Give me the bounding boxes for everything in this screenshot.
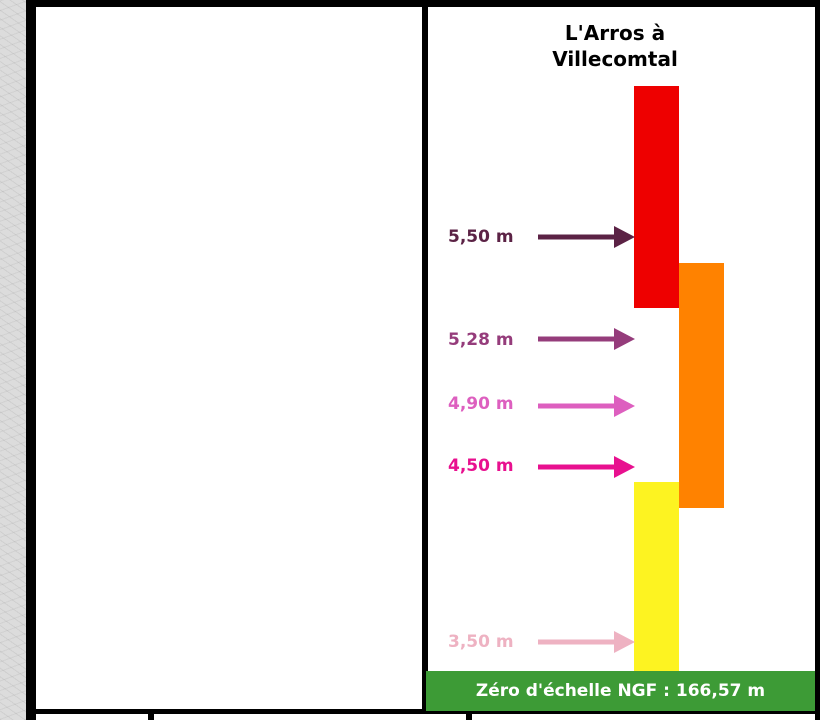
bottom-cell-3 xyxy=(472,714,815,720)
left-panel xyxy=(36,7,422,709)
level-label-5-28: 5,28 m xyxy=(448,330,514,350)
level-arrow-5-28 xyxy=(538,328,635,350)
level-label-3-50: 3,50 m xyxy=(448,632,514,652)
level-label-4-90: 4,90 m xyxy=(448,394,514,414)
level-label-5-50: 5,50 m xyxy=(448,227,514,247)
station-title: L'Arros à Villecomtal xyxy=(500,20,730,72)
level-arrow-4-50 xyxy=(538,456,635,478)
background-map xyxy=(0,0,26,720)
zero-reference-banner: Zéro d'échelle NGF : 166,57 m xyxy=(426,671,815,711)
bottom-cell-1 xyxy=(36,714,148,720)
station-title-line2: Villecomtal xyxy=(552,47,678,71)
bottom-cell-2 xyxy=(154,714,466,720)
level-arrow-3-50 xyxy=(538,631,635,653)
zone-yellow xyxy=(634,482,679,671)
level-label-4-50: 4,50 m xyxy=(448,456,514,476)
level-arrow-4-90 xyxy=(538,395,635,417)
level-arrow-5-50 xyxy=(538,226,635,248)
station-title-line1: L'Arros à xyxy=(564,21,666,45)
zone-orange xyxy=(679,263,724,508)
zone-red xyxy=(634,86,679,308)
